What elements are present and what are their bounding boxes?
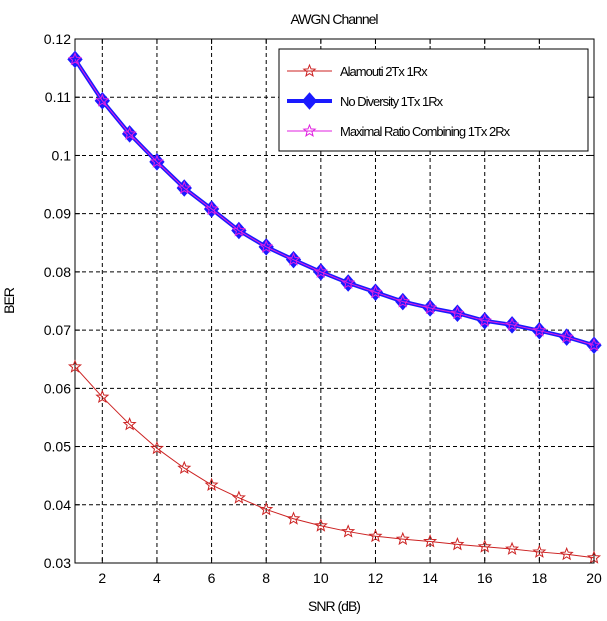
x-tick-label: 2 <box>98 570 106 586</box>
y-tick-label: 0.04 <box>44 497 71 513</box>
series-layer <box>67 50 602 564</box>
y-tick-label: 0.08 <box>44 264 71 280</box>
legend-entry-2: No Diversity 1Tx 1Rx <box>287 92 445 110</box>
x-tick-label: 18 <box>532 570 548 586</box>
data-point <box>231 223 246 237</box>
data-point <box>559 546 574 561</box>
y-tick-label: 0.06 <box>44 380 71 396</box>
data-point <box>423 300 438 314</box>
legend-label: Maximal Ratio Combining 1Tx 2Rx <box>340 124 511 139</box>
data-point <box>286 252 301 266</box>
y-axis-label: BER <box>1 287 17 314</box>
data-point <box>231 490 246 504</box>
data-point <box>313 264 328 278</box>
data-point <box>286 511 301 525</box>
series-line-1 <box>74 366 595 559</box>
data-point <box>204 201 219 215</box>
data-point <box>95 389 110 404</box>
y-tick-label: 0.09 <box>44 206 71 222</box>
data-point <box>368 284 383 299</box>
y-tick-label: 0.07 <box>44 322 71 338</box>
data-point <box>477 539 492 553</box>
data-point <box>177 180 192 195</box>
series-1 <box>67 359 602 564</box>
data-point <box>368 528 383 543</box>
data-point <box>95 93 110 107</box>
data-point <box>122 417 137 431</box>
x-tick-label: 16 <box>477 570 493 586</box>
data-point <box>149 154 164 168</box>
data-point <box>67 359 83 373</box>
data-point <box>532 544 547 558</box>
data-point <box>259 502 274 516</box>
data-point <box>259 239 274 253</box>
x-tick-label: 4 <box>153 570 161 586</box>
data-point <box>477 313 492 327</box>
legend-swatch-marker <box>302 123 317 137</box>
data-point <box>204 477 219 491</box>
x-tick-label: 20 <box>586 570 602 586</box>
data-point <box>450 305 465 320</box>
y-tick-label: 0.1 <box>52 147 72 163</box>
data-point <box>505 317 520 331</box>
legend-swatch-marker <box>302 63 317 77</box>
legend-entry-3: Maximal Ratio Combining 1Tx 2Rx <box>287 123 512 139</box>
data-point <box>395 531 410 546</box>
data-point <box>149 440 164 455</box>
y-tick-label: 0.05 <box>44 439 71 455</box>
data-point <box>505 541 520 555</box>
data-point <box>341 524 356 538</box>
data-point <box>532 323 547 337</box>
data-point <box>341 275 356 289</box>
legend: Alamouti 2Tx 1Rx No Diversity 1Tx 1Rx Maxi… <box>278 48 589 152</box>
x-tick-label: 12 <box>368 570 384 586</box>
x-tick-label: 6 <box>208 570 216 586</box>
data-point <box>559 329 574 344</box>
x-tick-label: 10 <box>313 570 329 586</box>
data-point <box>423 534 438 548</box>
x-tick-label: 14 <box>422 570 438 586</box>
legend-label: Alamouti 2Tx 1Rx <box>340 64 428 79</box>
tick-layer: 2 4 6 8 10 12 14 16 18 20 0.03 0.04 0.05 0.06 0.07 0.08… <box>44 31 602 586</box>
legend-entry-1: Alamouti 2Tx 1Rx <box>287 63 429 79</box>
data-point <box>177 460 192 475</box>
data-point <box>313 518 328 532</box>
y-tick-label: 0.03 <box>44 555 71 571</box>
x-axis-label: SNR (dB) <box>308 598 360 614</box>
series-3 <box>67 52 602 352</box>
y-tick-label: 0.12 <box>44 31 71 47</box>
data-point <box>122 126 137 140</box>
x-tick-label: 8 <box>262 570 270 586</box>
data-point <box>450 537 465 551</box>
chart-title: AWGN Channel <box>290 11 378 27</box>
data-point <box>395 294 410 308</box>
legend-label: No Diversity 1Tx 1Rx <box>340 94 444 109</box>
plot-area-frame <box>74 38 595 564</box>
data-point <box>586 337 602 352</box>
y-tick-label: 0.11 <box>45 89 71 105</box>
legend-swatch-marker <box>301 92 318 110</box>
data-point <box>67 52 83 66</box>
